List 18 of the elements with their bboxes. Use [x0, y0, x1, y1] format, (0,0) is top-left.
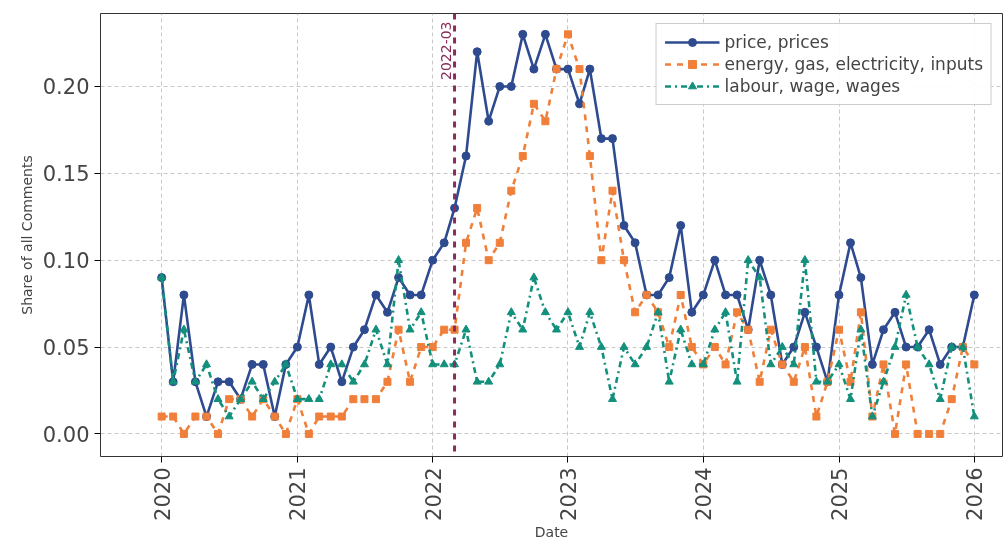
y-tick-label: 0.20 — [42, 75, 90, 100]
legend-label: energy, gas, electricity, inputs — [724, 54, 983, 74]
y-tick-label: 0.00 — [42, 422, 90, 447]
y-axis-title: Share of all Comments — [18, 155, 35, 315]
legend-label: labour, wage, wages — [724, 76, 901, 96]
x-tick-label: 2020 — [150, 467, 175, 521]
y-tick-label: 0.15 — [42, 162, 90, 187]
x-tick-label: 2026 — [963, 467, 988, 521]
x-tick-label: 2023 — [557, 467, 581, 521]
x-tick-label: 2022 — [421, 467, 446, 521]
y-tick-label: 0.05 — [42, 336, 90, 361]
x-tick-label: 2025 — [828, 467, 853, 521]
x-tick-label: 2021 — [286, 467, 311, 521]
y-tick-label: 0.10 — [42, 249, 90, 274]
ref-line-label: 2022-03 — [437, 21, 454, 80]
x-axis-title: Date — [534, 523, 569, 540]
legend-label: price, prices — [724, 32, 829, 52]
x-tick-label: 2024 — [692, 467, 717, 521]
